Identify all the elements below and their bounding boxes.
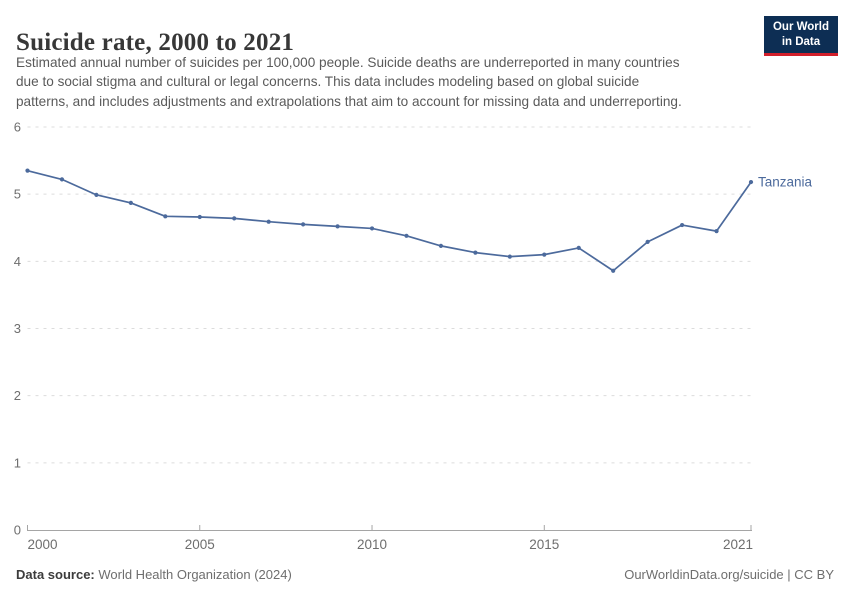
chart-subtitle: Estimated annual number of suicides per … [16,53,761,111]
data-point[interactable] [473,250,478,255]
data-point[interactable] [266,219,271,224]
data-point[interactable] [163,214,168,219]
data-point[interactable] [301,222,306,227]
data-point[interactable] [197,214,202,220]
y-axis-tick-label: 2 [14,388,21,403]
chart-title: Suicide rate, 2000 to 2021 [16,28,295,56]
data-point[interactable] [59,177,65,182]
series-line-tanzania[interactable] [26,169,752,272]
x-axis-tick-label: 2010 [357,537,387,552]
data-source-label: Data source: [16,567,95,582]
y-axis-tick-label: 5 [14,187,21,202]
x-axis-tick-label: 2000 [28,537,58,552]
x-axis-tick-label: 2005 [185,537,215,552]
y-axis-tick-label: 1 [14,455,21,470]
data-point[interactable] [128,200,133,205]
data-point[interactable] [25,168,30,173]
data-point[interactable] [645,239,650,244]
y-axis-tick-label: 4 [14,254,21,269]
data-point[interactable] [611,268,616,273]
owid-license-link[interactable]: OurWorldinData.org/suicide | CC BY [624,567,834,582]
chart-subtitle-line: patterns, and includes adjustments and e… [16,93,682,109]
data-point[interactable] [369,226,375,231]
data-point[interactable] [335,224,340,229]
data-point[interactable] [232,216,237,221]
y-axis-tick-label: 0 [14,523,21,538]
chart-subtitle-line: Estimated annual number of suicides per … [16,55,680,70]
data-point[interactable] [542,252,547,257]
owid-logo[interactable]: Our World in Data [763,16,838,56]
x-axis-tick-label: 2015 [529,537,559,552]
data-point[interactable] [438,243,444,248]
data-source-text: World Health Organization (2024) [94,567,292,582]
data-point[interactable] [714,229,719,234]
data-point[interactable] [576,245,581,250]
x-axis-tick-label: 2021 [723,537,753,552]
data-point[interactable] [404,233,409,238]
owid-logo-line2: in Data [781,35,821,48]
data-point[interactable] [679,222,685,228]
y-axis-tick-label: 3 [14,321,21,336]
series-label-tanzania[interactable]: Tanzania [758,175,813,190]
chart-footer: Data source: World Health Organization (… [16,567,834,582]
data-point[interactable] [507,254,512,259]
owid-logo-line1: Our World [772,21,829,33]
y-axis-tick-label: 6 [14,120,21,135]
data-source: Data source: World Health Organization (… [16,567,292,582]
chart-subtitle-line: due to social stigma and cultural or leg… [16,74,640,90]
data-point[interactable] [94,192,99,197]
data-point[interactable] [748,179,754,185]
